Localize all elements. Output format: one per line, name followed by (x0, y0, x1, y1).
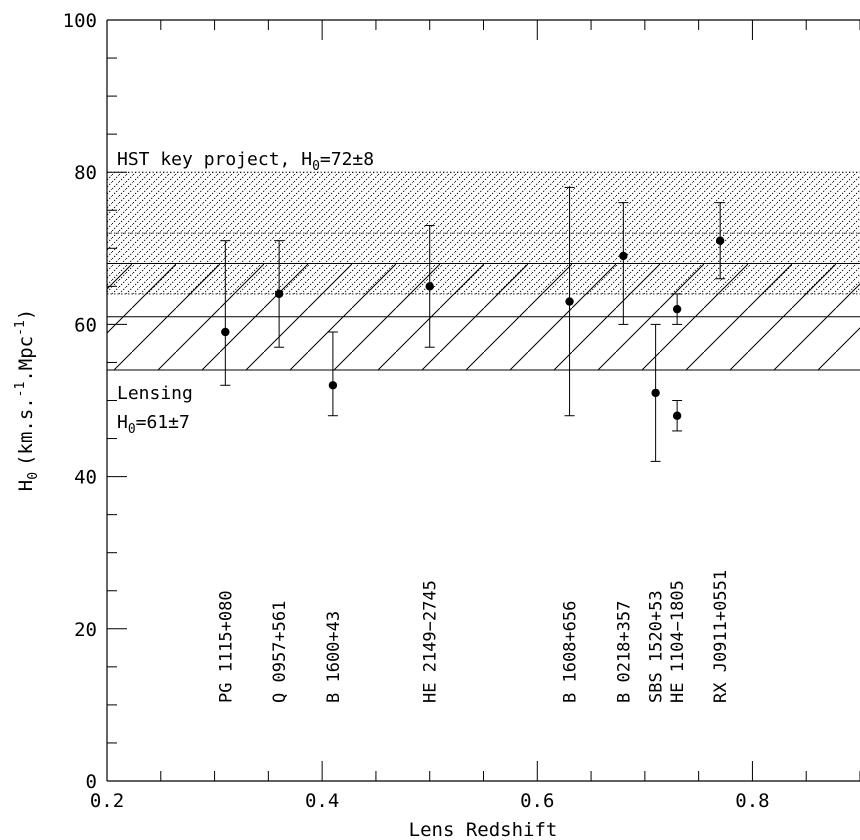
data-point (715, 202, 726, 280)
lens-label: B 1600+43 (324, 611, 344, 703)
y-tick-label: 0 (86, 771, 97, 793)
x-tick-label: 0.4 (305, 790, 339, 812)
point-marker (715, 236, 725, 245)
point-marker (672, 304, 682, 314)
lensing-band-label-line2: H0=61±7 (117, 412, 190, 437)
data-point (274, 240, 285, 348)
data-point (650, 323, 661, 462)
y-tick-label: 80 (74, 162, 97, 184)
point-marker (619, 251, 628, 261)
y-tick-label: 20 (74, 619, 97, 641)
points-layer (220, 186, 726, 462)
point-marker (425, 282, 434, 291)
lens-label: B 1608+656 (561, 601, 581, 703)
x-tick-label: 0.2 (90, 790, 124, 812)
y-tick-label: 40 (74, 467, 97, 489)
point-marker (221, 327, 230, 337)
lens-label: SBS 1520+53 (647, 590, 667, 703)
lens-label: B 0218+357 (614, 601, 634, 703)
lens-label: Q 0957+561 (270, 601, 290, 703)
hst-band-label: HST key project, H0=72±8 (117, 149, 374, 174)
lens-label: PG 1115+080 (216, 590, 236, 703)
data-point (424, 224, 435, 348)
bands-layer (107, 171, 860, 371)
x-tick-label: 0.8 (735, 790, 769, 812)
data-point (672, 400, 683, 432)
y-axis-title: H0(km.s.-1.Mpc-1) (13, 309, 41, 491)
axes-layer: 0.2 0.4 0.6 0.8 0 20 40 60 80 100 (63, 10, 860, 812)
labels-layer: PG 1115+080 Q 0957+561 B 1600+43 HE 2149−27… (216, 570, 731, 703)
data-point (618, 202, 629, 325)
data-point (564, 186, 575, 417)
point-marker (651, 388, 660, 398)
point-marker (565, 297, 574, 306)
x-tick-label: 0.6 (520, 790, 554, 812)
lens-label: HE 1104−1805 (668, 580, 688, 703)
lensing-band-label-line1: Lensing (117, 383, 193, 404)
data-point (672, 293, 683, 325)
data-point (220, 240, 231, 386)
data-point (327, 331, 338, 417)
point-marker (672, 411, 682, 420)
y-tick-label: 100 (63, 10, 97, 32)
lens-label: HE 2149−2745 (421, 580, 441, 703)
lens-label: RX J0911+0551 (711, 570, 731, 703)
y-tick-label: 60 (74, 314, 97, 336)
point-marker (328, 381, 338, 390)
point-marker (274, 289, 284, 299)
x-axis-title: Lens Redshift (409, 819, 558, 840)
